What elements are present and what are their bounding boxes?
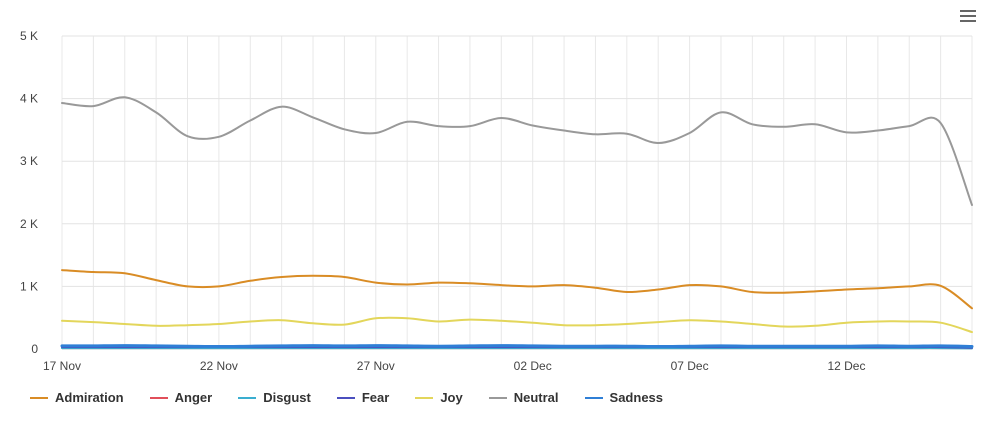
y-tick-label: 0 bbox=[31, 342, 38, 356]
series-line-sadness[interactable] bbox=[60, 344, 974, 348]
legend-label: Fear bbox=[361, 390, 390, 405]
series-line-joy[interactable] bbox=[61, 316, 973, 334]
series-lines bbox=[60, 96, 974, 350]
legend-label: Disgust bbox=[263, 390, 311, 405]
series-line-neutral[interactable] bbox=[61, 96, 973, 206]
legend-item-admiration[interactable]: Admiration bbox=[30, 390, 124, 405]
legend-label: Anger bbox=[174, 390, 213, 405]
y-tick-label: 3 K bbox=[20, 154, 38, 168]
x-tick-label: 22 Nov bbox=[200, 359, 238, 373]
y-tick-label: 1 K bbox=[20, 279, 38, 293]
legend-swatch bbox=[238, 396, 257, 399]
legend-swatch bbox=[584, 396, 603, 399]
legend-item-neutral[interactable]: Neutral bbox=[488, 390, 559, 405]
legend-label: Admiration bbox=[55, 390, 124, 405]
chart-menu-icon[interactable] bbox=[956, 6, 980, 26]
x-tick-label: 12 Dec bbox=[827, 359, 865, 373]
legend-item-anger[interactable]: Anger bbox=[149, 390, 213, 405]
legend-swatch bbox=[415, 396, 434, 399]
y-tick-label: 2 K bbox=[20, 217, 38, 231]
legend-label: Neutral bbox=[513, 390, 559, 405]
x-tick-label: 27 Nov bbox=[357, 359, 395, 373]
legend-item-disgust[interactable]: Disgust bbox=[238, 390, 311, 405]
grid bbox=[61, 35, 973, 350]
chart-legend: Admiration Anger Disgust Fear Joy Neutral Sadn… bbox=[30, 390, 689, 405]
legend-swatch bbox=[336, 396, 355, 399]
x-tick-label: 02 Dec bbox=[514, 359, 552, 373]
legend-label: Sadness bbox=[609, 390, 664, 405]
series-line-admiration[interactable] bbox=[61, 269, 973, 310]
y-tick-label: 4 K bbox=[20, 92, 38, 106]
x-tick-label: 07 Dec bbox=[671, 359, 709, 373]
x-tick-label: 17 Nov bbox=[43, 359, 81, 373]
legend-swatch bbox=[488, 396, 507, 399]
legend-item-joy[interactable]: Joy bbox=[415, 390, 463, 405]
legend-swatch bbox=[149, 396, 168, 399]
legend-item-fear[interactable]: Fear bbox=[336, 390, 390, 405]
y-tick-label: 5 K bbox=[20, 29, 38, 43]
legend-item-sadness[interactable]: Sadness bbox=[584, 390, 664, 405]
legend-swatch bbox=[30, 396, 48, 399]
legend-label: Joy bbox=[440, 390, 463, 405]
